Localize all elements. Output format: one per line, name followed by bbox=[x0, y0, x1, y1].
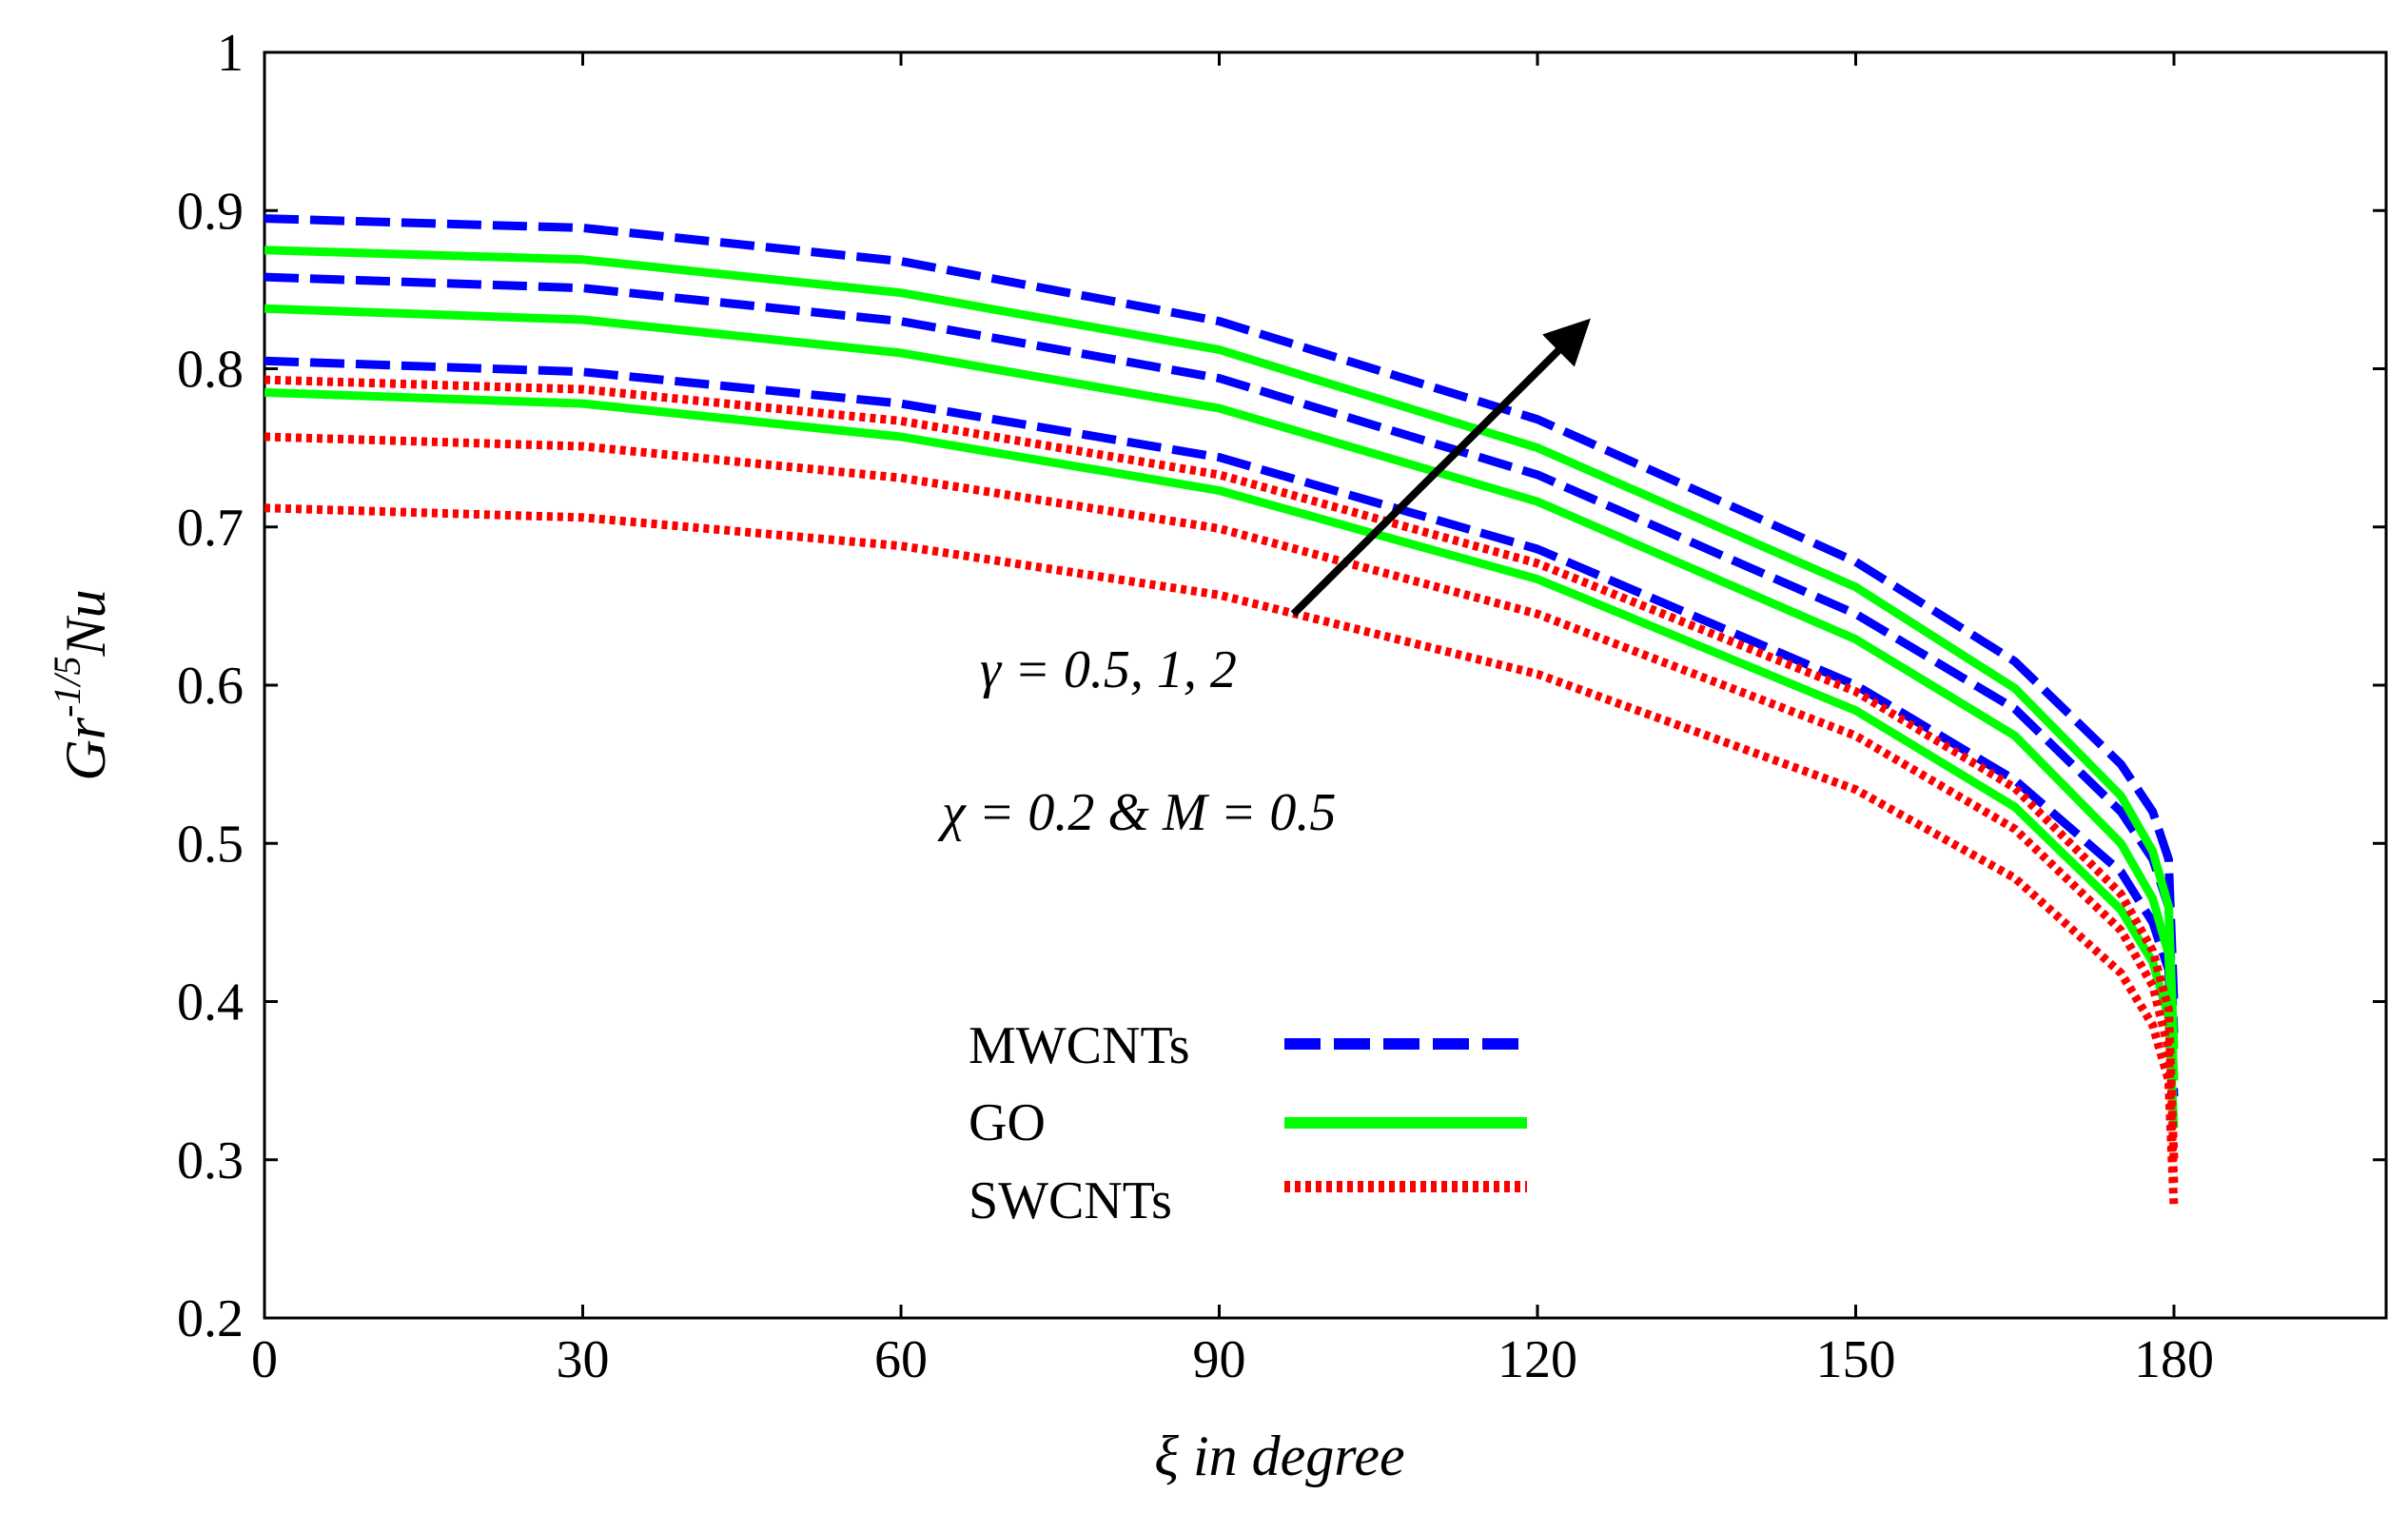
legend-label-mwcnts: MWCNTs bbox=[969, 1016, 1190, 1075]
x-tick-label: 60 bbox=[874, 1330, 928, 1389]
y-tick-label: 1 bbox=[217, 24, 244, 83]
axis-tick-labels: 0 30 60 90 120 150 180 0.2 0.3 0.4 0.5 0.6 0.7 0.8 0.9… bbox=[177, 24, 2214, 1389]
legend: MWCNTs GO SWCNTs bbox=[969, 1016, 1527, 1230]
legend-label-swcnts: SWCNTs bbox=[969, 1171, 1172, 1230]
y-tick-label: 0.6 bbox=[177, 657, 244, 716]
y-tick-label: 0.3 bbox=[177, 1131, 244, 1190]
arrow-annotation bbox=[1290, 318, 1591, 618]
axis-ticks bbox=[263, 50, 2386, 1320]
gamma-arrow bbox=[1290, 318, 1591, 618]
gamma-annotation: γ = 0.5, 1, 2 bbox=[980, 640, 1237, 699]
y-axis-title-exponent: -1/5 bbox=[46, 656, 88, 717]
x-tick-label: 0 bbox=[251, 1330, 278, 1389]
x-tick-label: 180 bbox=[2134, 1330, 2214, 1389]
y-tick-label: 0.9 bbox=[177, 182, 244, 241]
x-tick-label: 150 bbox=[1816, 1330, 1896, 1389]
series-line-swcnts-gamma-0-5 bbox=[264, 503, 2179, 1208]
series-line-mwcnts-gamma-2 bbox=[264, 214, 2179, 1002]
y-tick-label: 0.8 bbox=[177, 341, 244, 400]
y-axis-title: Gr-1/5Nu bbox=[46, 589, 117, 780]
x-tick-label: 30 bbox=[557, 1330, 610, 1389]
y-tick-label: 0.5 bbox=[177, 815, 244, 874]
series-line-swcnts-gamma-2 bbox=[264, 375, 2179, 1160]
y-tick-label: 0.4 bbox=[177, 973, 244, 1032]
legend-label-go: GO bbox=[969, 1093, 1046, 1152]
series-line-mwcnts-gamma-0-5 bbox=[264, 356, 2179, 1097]
series-line-mwcnts-gamma-1 bbox=[264, 272, 2179, 1033]
x-tick-label: 90 bbox=[1193, 1330, 1246, 1389]
params-annotation: χ = 0.2 & M = 0.5 bbox=[937, 783, 1336, 842]
series-line-go-gamma-1 bbox=[264, 304, 2179, 1081]
curves bbox=[264, 214, 2179, 1208]
x-tick-label: 120 bbox=[1498, 1330, 1577, 1389]
y-tick-label: 0.7 bbox=[177, 499, 244, 558]
series-line-go-gamma-2 bbox=[264, 246, 2179, 1050]
y-tick-label: 0.2 bbox=[177, 1289, 244, 1348]
x-axis-title: ξ in degree bbox=[1154, 1425, 1404, 1487]
